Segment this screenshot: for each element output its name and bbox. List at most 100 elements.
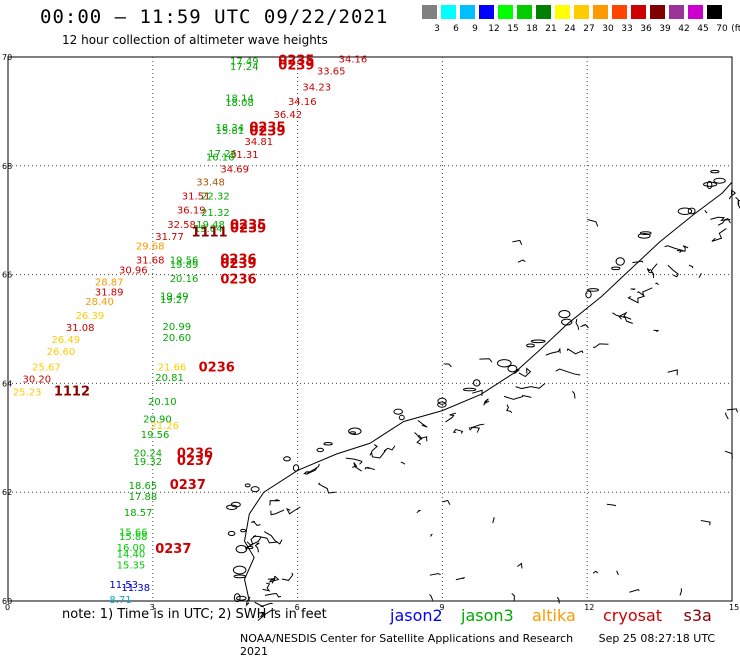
wave-height-label: 29.68 <box>136 242 165 253</box>
fjord-outline <box>417 420 428 428</box>
lake-outline <box>429 594 434 601</box>
fjord-outline <box>371 449 387 459</box>
island-outline <box>637 233 651 239</box>
fjord-outline <box>267 575 280 583</box>
fjord-outline <box>383 445 396 452</box>
satellite-cryosat: cryosat <box>603 606 663 625</box>
wave-height-label: 16.00 <box>117 543 146 554</box>
island-outline <box>348 427 362 436</box>
wave-height-label: 8.71 <box>109 595 131 606</box>
island-outline <box>323 441 333 446</box>
fjord-outline <box>445 412 456 423</box>
fjord-outline <box>637 287 653 297</box>
fjord-outline <box>414 432 423 440</box>
fjord-outline <box>306 463 320 474</box>
satellite-altika: altika <box>532 606 576 625</box>
wave-height-label: 17.24 <box>230 62 259 73</box>
lake-outline <box>592 570 599 574</box>
wave-height-label: 15.35 <box>117 560 146 571</box>
fjord-outline <box>575 319 580 330</box>
wave-height-label: 34.69 <box>220 164 249 175</box>
island-outline <box>587 288 600 292</box>
lake-outline <box>470 426 481 433</box>
wave-height-label: 11.53 <box>109 580 138 591</box>
wave-height-label: 15.88 <box>119 532 148 543</box>
legend-note: note: 1) Time is in UTC; 2) SWH is in fe… <box>62 606 327 622</box>
island-outline <box>530 339 546 344</box>
fjord-outline <box>646 268 654 274</box>
wave-height-label: 0239 <box>249 124 285 139</box>
wave-height-label: 18.65 <box>129 481 158 492</box>
lake-outline <box>630 288 636 291</box>
wave-height-label: 0237 <box>155 542 191 557</box>
lake-outline <box>655 282 659 286</box>
wave-height-label: 0235 <box>249 121 285 136</box>
page-title: 00:00 – 11:59 UTC 09/22/2021 <box>40 6 389 28</box>
fjord-outline <box>580 324 589 329</box>
lake-outline <box>688 264 694 269</box>
lat-tick-label: 66 <box>2 271 12 280</box>
fjord-outline <box>303 467 318 475</box>
coastline <box>226 169 740 621</box>
scale-swatch <box>555 5 570 19</box>
lake-outline <box>472 389 483 396</box>
wave-height-label: 11.38 <box>121 583 150 594</box>
scale-swatch <box>441 5 456 19</box>
lat-tick-label: 64 <box>2 379 12 388</box>
wave-height-label: 31.51 <box>182 192 211 203</box>
lat-tick-label: 68 <box>2 162 12 171</box>
page-subtitle: 12 hour collection of altimeter wave hei… <box>62 33 328 47</box>
island-outline <box>713 177 726 184</box>
grid-lines <box>8 57 732 601</box>
scale-label: 12 <box>488 24 500 34</box>
credit-center: NOAA/NESDIS Center for Satellite Applica… <box>240 632 574 645</box>
wave-height-label: 0237 <box>170 478 206 493</box>
island-outline <box>706 180 713 190</box>
scale-label: 30 <box>602 24 614 34</box>
scale-label: 42 <box>678 24 690 34</box>
scale-swatch <box>650 5 665 19</box>
island-outline <box>227 530 236 537</box>
wave-height-label: 28.87 <box>95 277 124 288</box>
wave-height-label: 1111 <box>191 226 227 241</box>
fjord-outline <box>345 457 363 465</box>
fjord-outline <box>728 189 737 200</box>
lake-outline <box>653 329 659 333</box>
fjord-outline <box>717 218 731 226</box>
lake-outline <box>455 577 465 581</box>
wave-height-label: 19.48 <box>196 220 225 231</box>
scale-label: 33 <box>621 24 633 34</box>
island-outline <box>703 181 718 187</box>
island-outline <box>236 595 247 601</box>
island-outline <box>437 397 447 405</box>
lake-outline <box>629 588 640 593</box>
tick-labels: 70 68 66 64 62 600 3 6 9 12 15 <box>2 53 739 612</box>
wave-height-label: 34.81 <box>245 137 274 148</box>
island-outline <box>398 414 405 421</box>
scale-swatch <box>707 5 722 19</box>
wave-height-label: 18.57 <box>124 508 153 519</box>
island-outline <box>250 486 260 493</box>
wave-height-label: 34.23 <box>302 83 331 94</box>
wave-height-label: 19.56 <box>170 256 199 267</box>
island-outline <box>240 528 247 533</box>
scale-swatch <box>498 5 513 19</box>
fjord-outline <box>664 245 684 254</box>
wave-height-label: 20.99 <box>162 322 191 333</box>
wave-height-label: 17.49 <box>230 57 259 68</box>
wave-height-label: 16.16 <box>206 152 235 163</box>
wave-height-label: 31.77 <box>155 232 184 243</box>
lake-outline <box>556 596 560 604</box>
scale-swatch <box>669 5 684 19</box>
fjord-outline <box>612 312 633 324</box>
fjord-outline <box>254 601 273 608</box>
note-text: note: 1) Time is in UTC; 2) SWH is in fe… <box>62 607 327 622</box>
fjord-outline <box>711 228 727 242</box>
lake-outline <box>416 510 422 514</box>
fjord-outline <box>545 347 561 356</box>
fjord-outline <box>515 383 546 390</box>
island-outline <box>677 207 693 216</box>
wave-height-label: 25.67 <box>32 362 61 373</box>
wave-height-label: 0236 <box>220 253 256 268</box>
